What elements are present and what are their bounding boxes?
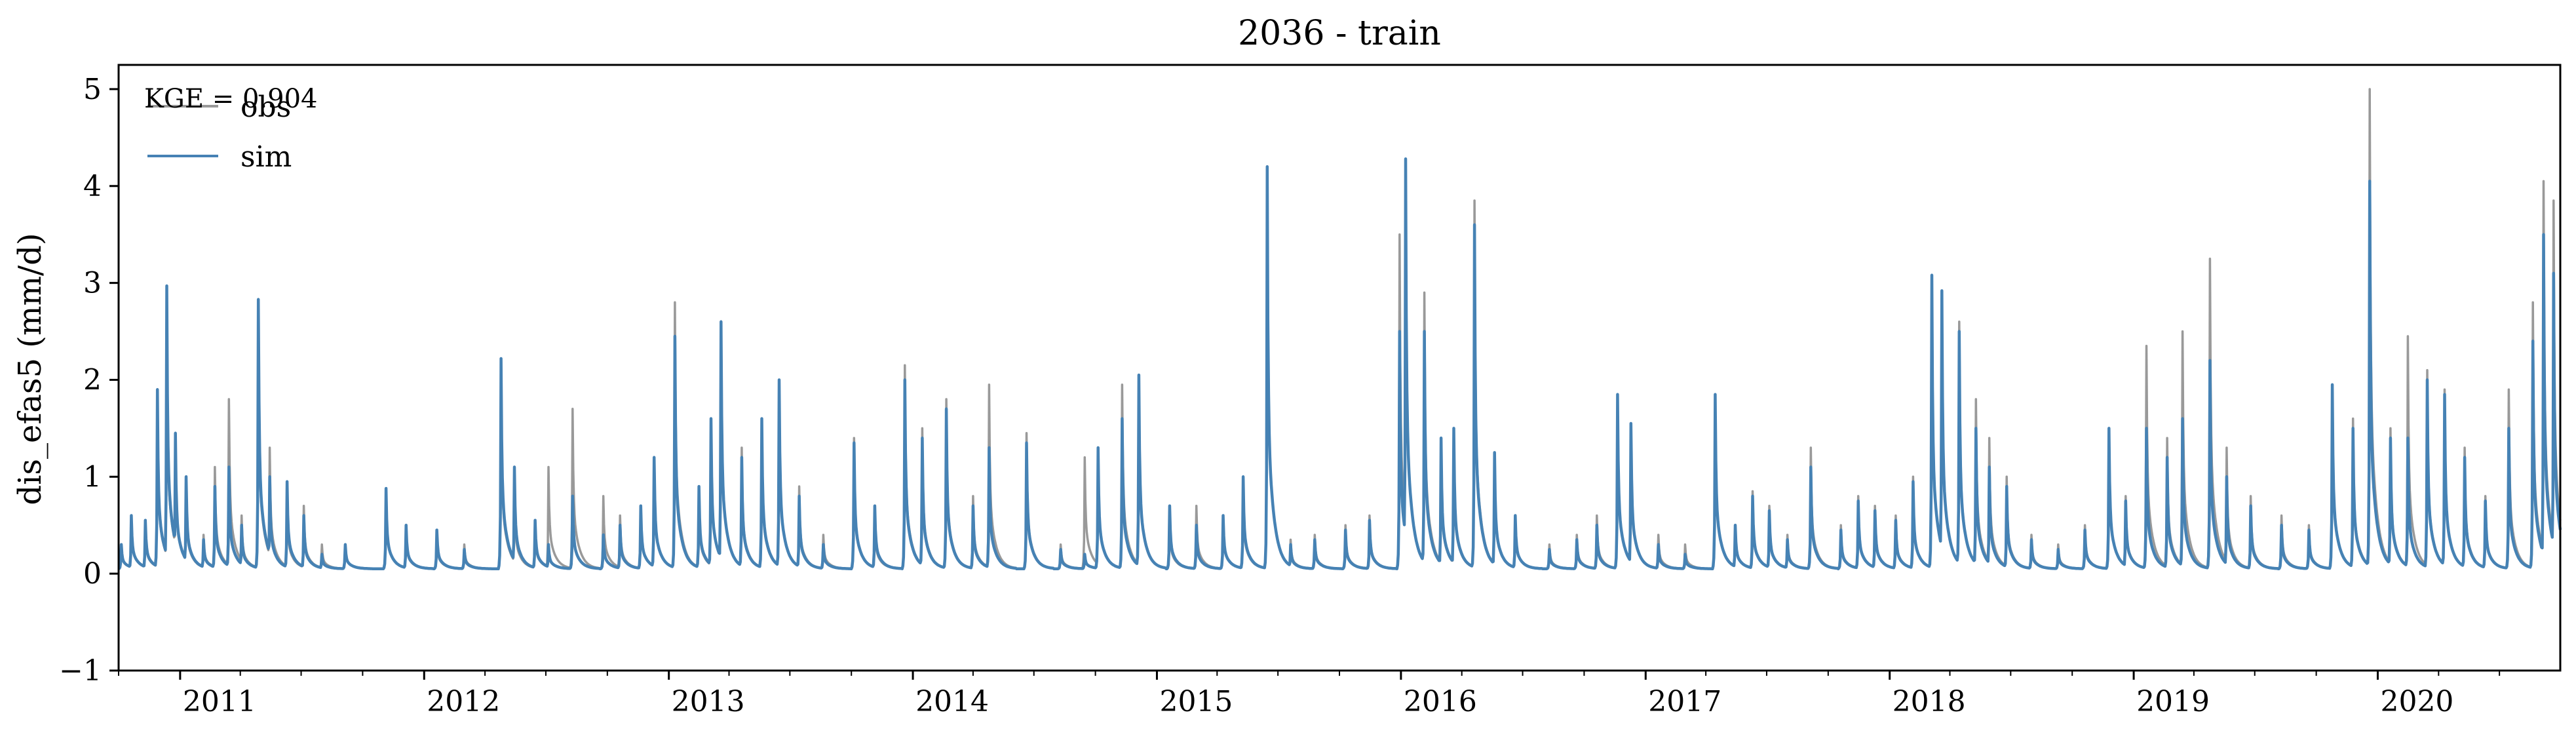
x-tick-label: 2011 [183,685,256,718]
y-tick-label: 4 [83,170,102,203]
legend-sim-label: sim [240,140,292,174]
kge-annotation: KGE = 0.904 [144,84,318,114]
y-tick-label: 5 [83,73,102,106]
chart-title: 2036 - train [1238,14,1441,53]
sim-series [117,157,2562,571]
y-tick-label: −1 [59,654,102,688]
x-tick-label: 2015 [1159,685,1233,718]
x-tick-label: 2019 [2136,685,2210,718]
plot-frame [117,64,2562,672]
x-tick-label: 2018 [1893,685,1966,718]
y-tick-label: 0 [83,557,102,591]
y-tick-label: 1 [83,460,102,494]
x-tick-label: 2014 [915,685,989,718]
y-axis-label: dis_efas5 (mm/d) [12,233,48,505]
x-axis: 2011 2012 2013 2014 2015 2016 2017 2018 2019 2020 [118,671,2501,718]
x-tick-label: 2020 [2380,685,2453,718]
x-tick-label: 2012 [427,685,500,718]
legend-obs-label: obs [240,90,291,124]
x-tick-label: 2013 [672,685,745,718]
x-tick-label: 2017 [1648,685,1721,718]
legend: obs sim [147,90,292,174]
y-tick-label: 3 [83,267,102,300]
sim-line [117,157,2562,571]
y-tick-label: 2 [83,363,102,397]
x-tick-label: 2016 [1404,685,1477,718]
y-axis: −1 0 1 2 3 4 5 [59,73,119,688]
